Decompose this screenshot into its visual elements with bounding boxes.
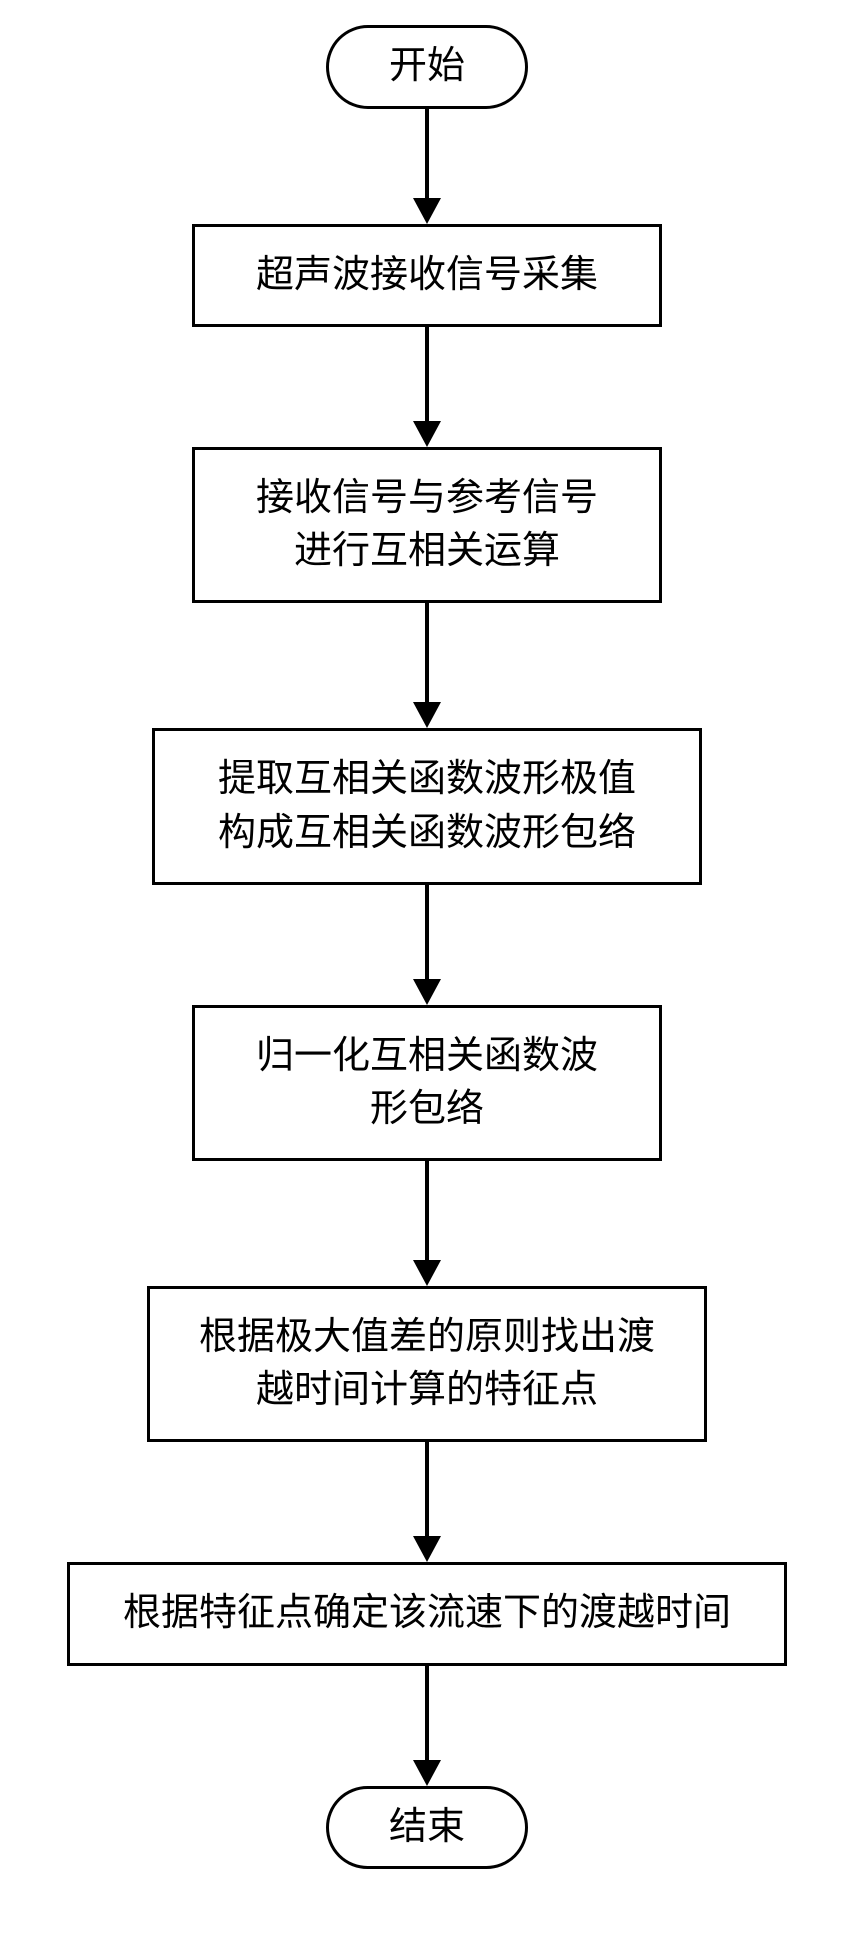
process-step4: 归一化互相关函数波 形包络 xyxy=(192,1005,662,1161)
process-text-line2: 构成互相关函数波形包络 xyxy=(218,812,636,854)
arrow-line xyxy=(425,327,429,422)
arrow-line xyxy=(425,1161,429,1261)
process-text-line1: 提取互相关函数波形极值 xyxy=(218,758,636,800)
process-text-line1: 归一化互相关函数波 xyxy=(256,1035,598,1077)
arrow-3 xyxy=(413,603,441,728)
process-step1: 超声波接收信号采集 xyxy=(192,224,662,327)
arrow-4 xyxy=(413,885,441,1005)
arrow-1 xyxy=(413,109,441,224)
arrow-head-icon xyxy=(413,702,441,728)
arrow-line xyxy=(425,1442,429,1537)
flowchart-container: 开始 超声波接收信号采集 接收信号与参考信号 进行互相关运算 提取互相关函数波形… xyxy=(0,0,854,1869)
arrow-line xyxy=(425,1666,429,1761)
arrow-head-icon xyxy=(413,198,441,224)
process-step3: 提取互相关函数波形极值 构成互相关函数波形包络 xyxy=(152,728,702,884)
process-step2: 接收信号与参考信号 进行互相关运算 xyxy=(192,447,662,603)
arrow-line xyxy=(425,885,429,980)
arrow-head-icon xyxy=(413,1260,441,1286)
process-text-line1: 根据极大值差的原则找出渡 xyxy=(199,1316,655,1358)
process-step5: 根据极大值差的原则找出渡 越时间计算的特征点 xyxy=(147,1286,707,1442)
arrow-2 xyxy=(413,327,441,447)
process-text-line2: 形包络 xyxy=(370,1088,484,1130)
arrow-line xyxy=(425,109,429,199)
terminal-end: 结束 xyxy=(326,1786,528,1870)
arrow-7 xyxy=(413,1666,441,1786)
arrow-head-icon xyxy=(413,421,441,447)
arrow-head-icon xyxy=(413,1760,441,1786)
process-text-line2: 进行互相关运算 xyxy=(294,530,560,572)
arrow-6 xyxy=(413,1442,441,1562)
terminal-start: 开始 xyxy=(326,25,528,109)
arrow-head-icon xyxy=(413,1536,441,1562)
process-text-line1: 接收信号与参考信号 xyxy=(256,477,598,519)
arrow-line xyxy=(425,603,429,703)
arrow-head-icon xyxy=(413,979,441,1005)
arrow-5 xyxy=(413,1161,441,1286)
process-text-line2: 越时间计算的特征点 xyxy=(256,1369,598,1411)
process-step6: 根据特征点确定该流速下的渡越时间 xyxy=(67,1562,787,1665)
